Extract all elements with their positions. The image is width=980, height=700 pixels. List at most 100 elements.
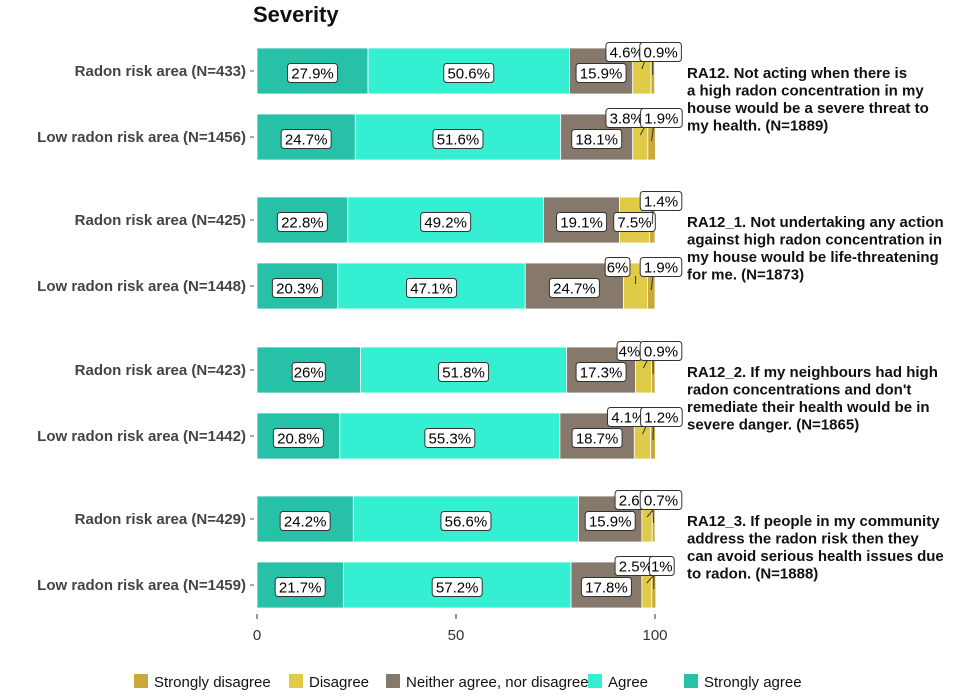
data-label: 1.9% — [644, 260, 678, 277]
question-text-line: RA12_1. Not undertaking any action — [687, 214, 944, 231]
data-label: 19.1% — [560, 215, 603, 232]
legend-swatch-strongly-disagree — [134, 674, 148, 688]
category-label: Radon risk area (N=433) — [75, 63, 246, 80]
data-label-box: 7.5% — [614, 213, 656, 232]
data-label: 20.3% — [276, 281, 319, 298]
question-text-line: RA12_2. If my neighbours had high — [687, 364, 938, 381]
data-label-box: 24.7% — [281, 130, 331, 149]
data-label: 17.8% — [585, 580, 628, 597]
data-label-box: 21.7% — [275, 578, 325, 597]
category-label: Radon risk area (N=423) — [75, 362, 246, 379]
data-label-box: 1% — [649, 557, 674, 576]
question-text-line: remediate their health would be in — [687, 399, 930, 416]
data-label: 0.9% — [644, 45, 678, 62]
question-text-line: my health. (N=1889) — [687, 118, 828, 135]
data-label-box: 17.8% — [581, 578, 631, 597]
category-label: Low radon risk area (N=1456) — [37, 129, 246, 146]
data-label-box: 18.7% — [572, 429, 622, 448]
x-axis: 0 50 100 — [253, 614, 668, 644]
data-label: 0.7% — [644, 493, 678, 510]
data-label: 51.8% — [442, 365, 485, 382]
legend-swatch-agree — [588, 674, 602, 688]
severity-stacked-bar-chart: Severity 0 50 100 27.9% 50.6% 15.9%4.6% 0.9%2… — [0, 0, 980, 700]
data-label-box: 6% — [605, 258, 630, 277]
data-label: 3.8% — [610, 111, 644, 128]
question-text-line: house would be a severe threat to — [687, 100, 929, 117]
data-label-box: 19.1% — [557, 213, 607, 232]
question-text-line: RA12. Not acting when there is — [687, 65, 907, 82]
data-label-box: 20.8% — [273, 429, 323, 448]
legend: Strongly disagree Disagree Neither agree, … — [134, 674, 802, 691]
category-label: Low radon risk area (N=1459) — [37, 577, 246, 594]
data-label: 26% — [294, 365, 324, 382]
legend-label: Neither agree, nor disagree — [406, 674, 589, 691]
data-label: 1.2% — [644, 410, 678, 427]
data-label-box: 55.3% — [425, 429, 475, 448]
data-label: 1.4% — [644, 194, 678, 211]
data-label-box: 50.6% — [444, 64, 494, 83]
category-label: Low radon risk area (N=1442) — [37, 428, 246, 445]
x-tick-label-50: 50 — [448, 627, 465, 644]
category-label: Radon risk area (N=429) — [75, 511, 246, 528]
data-label: 21.7% — [279, 580, 322, 597]
question-texts: RA12. Not acting when there isa high rad… — [687, 65, 944, 583]
data-label: 15.9% — [580, 66, 623, 83]
data-label: 24.7% — [285, 132, 328, 149]
x-tick-label-100: 100 — [642, 627, 667, 644]
question-text-line: RA12_3. If people in my community — [687, 513, 940, 530]
data-label: 0.9% — [644, 344, 678, 361]
data-label-box: 0.9% — [640, 342, 682, 361]
data-label: 49.2% — [424, 215, 467, 232]
data-label: 22.8% — [281, 215, 324, 232]
chart-title: Severity — [253, 2, 339, 27]
data-label-box: 26% — [292, 363, 325, 382]
data-label-box: 1.9% — [641, 109, 683, 128]
data-label: 55.3% — [429, 431, 472, 448]
data-label-box: 1.4% — [640, 192, 682, 211]
category-labels: Radon risk area (N=433) Low radon risk ar… — [37, 63, 254, 594]
data-label-box: 20.3% — [272, 279, 322, 298]
question-text-line: my house would be life-threatening — [687, 249, 939, 266]
legend-swatch-disagree — [289, 674, 303, 688]
data-label-box: 4% — [617, 342, 642, 361]
question-text-line: to radon. (N=1888) — [687, 566, 818, 583]
question-text-line: address the radon risk then they — [687, 531, 919, 548]
question-text-line: for me. (N=1873) — [687, 267, 804, 284]
data-label-box: 22.8% — [277, 213, 327, 232]
question-text-line: against high radon concentration in — [687, 232, 942, 249]
question-text-line: radon concentrations and don't — [687, 382, 911, 399]
data-label-box: 51.8% — [439, 363, 489, 382]
legend-label: Strongly agree — [704, 674, 802, 691]
data-label: 2.5% — [619, 559, 653, 576]
data-label-box: 15.9% — [576, 64, 626, 83]
legend-label: Agree — [608, 674, 648, 691]
data-label: 50.6% — [447, 66, 490, 83]
data-label-box: 27.9% — [288, 64, 338, 83]
data-label-box: 57.2% — [432, 578, 482, 597]
data-label: 56.6% — [445, 514, 488, 531]
question-text-line: a high radon concentration in my — [687, 83, 924, 100]
data-label-box: 0.9% — [640, 43, 682, 62]
data-label-box: 15.9% — [585, 512, 635, 531]
data-label: 4.6% — [610, 45, 644, 62]
data-label: 27.9% — [291, 66, 334, 83]
x-tick-label-0: 0 — [253, 627, 261, 644]
data-label: 4% — [619, 344, 641, 361]
data-label: 18.7% — [576, 431, 619, 448]
data-label: 15.9% — [589, 514, 632, 531]
data-label: 47.1% — [410, 281, 453, 298]
data-label-box: 24.2% — [280, 512, 330, 531]
data-label: 7.5% — [617, 215, 651, 232]
category-label: Radon risk area (N=425) — [75, 212, 246, 229]
data-label-box: 17.3% — [576, 363, 626, 382]
legend-swatch-neither-agree-nor-disagree — [386, 674, 400, 688]
question-text-line: severe danger. (N=1865) — [687, 417, 859, 434]
data-label-box: 24.7% — [549, 279, 599, 298]
data-label-leader — [653, 509, 654, 523]
data-label: 24.2% — [284, 514, 327, 531]
question-text-line: can avoid serious health issues due — [687, 548, 944, 565]
category-label: Low radon risk area (N=1448) — [37, 278, 246, 295]
data-label: 18.1% — [575, 132, 618, 149]
data-label-box: 51.6% — [433, 130, 483, 149]
data-label-box: 18.1% — [572, 130, 622, 149]
